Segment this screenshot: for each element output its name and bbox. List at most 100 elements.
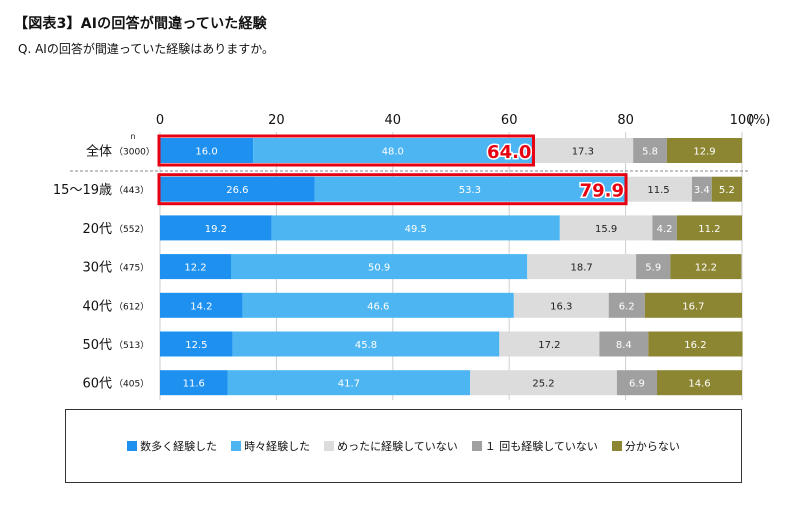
bar-segment xyxy=(160,370,228,396)
data-label: 3.4 xyxy=(694,185,710,196)
bar-segment xyxy=(314,176,626,202)
n-label: （405） xyxy=(114,379,149,390)
n-label: （3000） xyxy=(114,147,155,158)
data-label: 4.2 xyxy=(657,224,673,235)
category-label: 40代 xyxy=(82,299,112,314)
legend-swatch xyxy=(471,441,482,451)
highlight-box xyxy=(157,173,628,206)
data-label: 17.2 xyxy=(538,340,560,351)
bar-segment xyxy=(670,254,742,280)
data-label: 11.6 xyxy=(183,379,205,390)
data-label: 6.9 xyxy=(629,379,645,390)
legend-item: 数多く経験した xyxy=(127,438,217,454)
bar-segment xyxy=(625,176,692,202)
data-label: 48.0 xyxy=(382,147,404,158)
data-label: 15.9 xyxy=(595,224,617,235)
x-tick-label: 60 xyxy=(501,113,518,128)
highlight-total: 64.0 xyxy=(487,142,531,163)
category-label: 全体 xyxy=(86,144,112,160)
bar-segment xyxy=(559,215,653,241)
legend-swatch xyxy=(231,441,242,451)
data-label: 5.8 xyxy=(642,147,658,158)
data-label: 12.5 xyxy=(185,340,207,351)
category-label: 60代 xyxy=(82,377,112,392)
legend-item: 分からない xyxy=(611,438,680,454)
legend-label: 分からない xyxy=(624,440,680,453)
data-label: 41.7 xyxy=(338,379,360,390)
data-label: 17.3 xyxy=(572,147,594,158)
data-label: 14.6 xyxy=(688,379,710,390)
legend-swatch xyxy=(324,441,335,451)
bar-segment xyxy=(599,331,649,357)
bar-segment xyxy=(232,331,500,357)
legend-swatch xyxy=(127,441,138,451)
x-tick-label: 40 xyxy=(385,113,402,128)
bar-segment xyxy=(666,138,742,163)
data-label: 12.2 xyxy=(695,263,717,274)
n-label: （513） xyxy=(114,340,149,351)
chart-title: 【図表3】AIの回答が間違っていた経験 xyxy=(14,16,267,32)
n-label: （475） xyxy=(114,263,149,274)
bar-segment xyxy=(242,292,514,318)
data-label: 14.2 xyxy=(190,301,212,312)
data-label: 6.2 xyxy=(619,301,635,312)
data-label: 18.7 xyxy=(571,263,593,274)
bar-segment xyxy=(691,176,712,202)
category-label: 15～19歳 xyxy=(53,183,112,198)
data-label: 25.2 xyxy=(532,379,554,390)
bar-segment xyxy=(227,370,471,396)
data-label: 11.5 xyxy=(647,185,669,196)
bar-segment xyxy=(636,254,671,280)
bar-segment xyxy=(253,138,533,163)
legend-label: 時々経験した xyxy=(244,440,311,453)
x-tick-label: 20 xyxy=(268,113,285,128)
bar-segment xyxy=(532,138,634,163)
x-tick-label: 0 xyxy=(156,113,164,128)
bar-segment xyxy=(527,254,637,280)
data-label: 49.5 xyxy=(405,224,427,235)
bar-segment xyxy=(652,215,677,241)
data-label: 50.9 xyxy=(368,263,390,274)
bar-segment xyxy=(271,215,560,241)
n-label: （443） xyxy=(114,185,149,196)
data-label: 45.8 xyxy=(355,340,377,351)
bar-segment xyxy=(160,331,233,357)
legend-label: 数多く経験した xyxy=(140,440,218,453)
legend-label: めったに経験していない xyxy=(337,440,458,453)
data-label: 16.2 xyxy=(684,340,706,351)
legend-label: １ 回も経験していない xyxy=(484,440,598,453)
legend-swatch xyxy=(611,441,622,451)
n-label: （552） xyxy=(114,224,149,235)
legend: 数多く経験した 時々経験した めったに経験していない １ 回も経験していない 分からない xyxy=(65,409,742,483)
chart-subtitle: Q. AIの回答が間違っていた経験はありますか。 xyxy=(18,42,274,56)
data-label: 16.0 xyxy=(195,147,217,158)
legend-item: 時々経験した xyxy=(231,438,310,454)
bar-segment xyxy=(608,292,645,318)
bar-segment xyxy=(676,215,742,241)
data-label: 5.2 xyxy=(719,185,735,196)
bar-segment xyxy=(160,254,232,280)
data-label: 5.9 xyxy=(645,263,661,274)
x-tick-label: 100 xyxy=(730,113,755,128)
data-label: 12.9 xyxy=(693,147,715,158)
highlight-box xyxy=(157,134,535,167)
bar-segment xyxy=(470,370,617,396)
data-label: 19.2 xyxy=(205,224,227,235)
stacked-bar-chart: 0 20 40 60 80 100(%) n 全体 （3000） 16.0 48.0 17.3 5.8 1… xyxy=(53,113,771,400)
bar-segment xyxy=(513,292,609,318)
bar-segment xyxy=(711,176,742,202)
bar-segment xyxy=(160,215,272,241)
bar-segment xyxy=(616,370,658,396)
legend-item: １ 回も経験していない xyxy=(471,438,598,454)
n-label: （612） xyxy=(114,301,149,312)
bar-segment xyxy=(644,292,742,318)
data-label: 16.3 xyxy=(550,301,572,312)
data-label: 53.3 xyxy=(459,185,481,196)
data-label: 12.2 xyxy=(184,263,206,274)
bar-segment xyxy=(160,176,315,202)
highlight-total: 79.9 xyxy=(580,181,624,202)
data-label: 11.2 xyxy=(698,224,720,235)
legend-item: めったに経験していない xyxy=(324,438,458,454)
bar-segment xyxy=(657,370,742,396)
category-label: 50代 xyxy=(82,338,112,353)
